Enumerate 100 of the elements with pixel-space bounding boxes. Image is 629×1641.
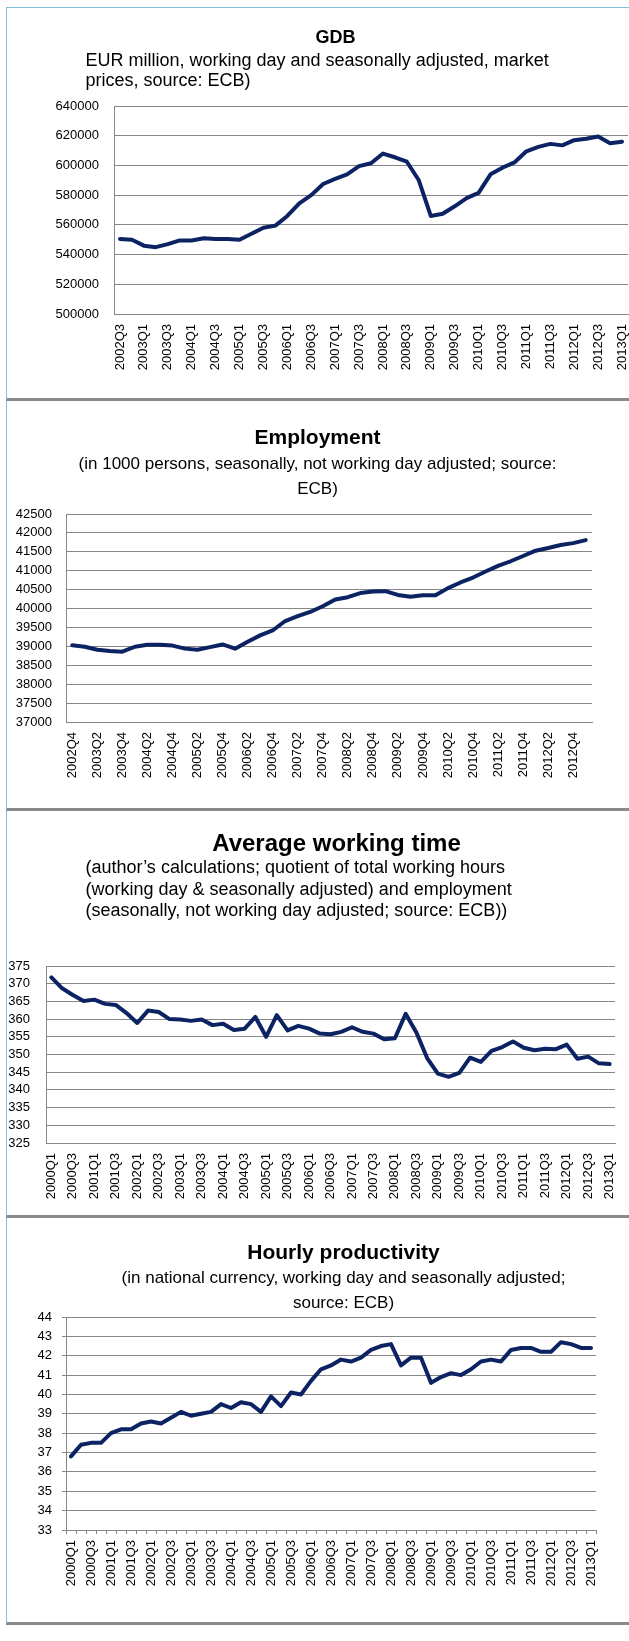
x-tick-label: 2006Q2 [238,732,254,779]
x-tick-label: 2001Q1 [102,1540,118,1587]
x-tick-label: 2012Q2 [539,732,555,779]
y-tick-label: 40000 [15,600,52,616]
x-tick-label: 2012Q3 [589,323,605,370]
x-tick-label: 2002Q1 [142,1540,158,1587]
x-tick-label: 2004Q1 [214,1153,230,1200]
y-tick-label: 325 [7,1134,30,1150]
x-tick-label: 2009Q1 [428,1153,444,1200]
y-tick-label: 44 [37,1308,52,1324]
y-tick-label: 40 [37,1386,52,1402]
x-tick-label: 2004Q3 [235,1153,251,1200]
x-tick-label: 2011Q1 [502,1540,518,1586]
x-tick-label: 2007Q3 [364,1153,380,1200]
x-tick-label: 2005Q1 [257,1153,273,1200]
y-tick-label: 335 [7,1099,30,1115]
y-tick-label: 42000 [15,524,52,540]
y-tick-label: 35 [37,1482,52,1498]
x-tick-label: 2006Q1 [302,1540,318,1587]
y-tick-label: 520000 [55,275,99,291]
x-tick-label: 2002Q3 [162,1540,178,1587]
y-tick-label: 38 [37,1424,52,1440]
y-tick-label: 42500 [15,505,52,521]
x-tick-label: 2013Q1 [600,1153,616,1200]
y-tick-label: 41500 [15,543,52,559]
x-tick-label: 2009Q3 [442,1540,458,1587]
y-tick-label: 600000 [55,156,99,172]
y-tick-label: 355 [7,1028,30,1044]
x-tick-label: 2008Q3 [397,323,413,370]
x-tick-label: 2009Q2 [388,732,404,779]
x-tick-label: 2010Q1 [469,323,485,370]
x-tick-label: 2006Q4 [263,732,279,779]
y-tick-label: 345 [7,1063,30,1079]
x-tick-label: 2010Q1 [471,1153,487,1200]
x-tick-label: 2010Q4 [464,732,480,779]
chart-title: Employment [254,425,381,449]
y-tick-label: 620000 [55,126,99,142]
x-tick-label: 2007Q4 [313,732,329,779]
y-tick-label: 580000 [55,186,99,202]
x-tick-label: 2005Q2 [188,732,204,779]
y-tick-label: 500000 [55,305,99,321]
x-tick-label: 2004Q4 [163,732,179,779]
x-tick-label: 2003Q1 [171,1153,187,1200]
chart-subtitle: EUR million, working day and seasonally adjusted, market prices, source: ECB) [85,49,550,90]
y-tick-label: 33 [37,1521,52,1537]
x-tick-label: 2008Q1 [385,1153,401,1200]
x-tick-label: 2008Q4 [363,732,379,779]
y-tick-label: 39 [37,1405,52,1421]
x-tick-label: 2000Q3 [82,1540,98,1587]
y-tick-label: 39000 [15,637,52,653]
x-tick-label: 2011Q2 [489,732,505,778]
x-tick-label: 2005Q3 [254,323,270,370]
x-tick-label: 2011Q1 [517,323,533,369]
y-tick-label: 560000 [55,215,99,231]
y-tick-label: 38500 [15,656,52,672]
chart-subtitle: (author’s calculations; quotient of total working hours (working day & seasonally adjusted) and employment (seasonally, not working day adjusted; source: ECB)) [85,857,513,922]
x-tick-label: 2004Q3 [206,323,222,370]
x-tick-label: 2008Q1 [374,323,390,370]
x-tick-label: 2002Q1 [128,1153,144,1200]
x-tick-label: 2011Q4 [514,732,530,778]
x-tick-label: 2011Q3 [536,1153,552,1199]
x-tick-label: 2011Q3 [541,323,557,369]
chart-title: Average working time [212,829,461,857]
chart-title: Hourly productivity [247,1240,440,1264]
y-tick-label: 43 [37,1327,52,1343]
x-tick-label: 2009Q1 [421,323,437,370]
x-tick-label: 2009Q3 [450,1153,466,1200]
x-tick-label: 2008Q3 [402,1540,418,1587]
chart-subtitle: (in 1000 persons, seasonally, not working day adjusted; source: ECB) [77,453,558,500]
x-tick-label: 2002Q3 [149,1153,165,1200]
x-tick-label: 2005Q1 [230,323,246,370]
x-tick-label: 2003Q3 [192,1153,208,1200]
x-tick-label: 2002Q4 [63,732,79,779]
x-tick-label: 2007Q3 [350,323,366,370]
x-tick-label: 2011Q3 [522,1540,538,1586]
x-tick-label: 2013Q1 [582,1540,598,1587]
x-tick-label: 2007Q3 [362,1540,378,1587]
x-tick-label: 2006Q1 [278,323,294,370]
y-tick-label: 37000 [15,713,52,729]
y-tick-label: 36 [37,1463,52,1479]
x-tick-label: 2000Q1 [62,1540,78,1587]
x-tick-label: 2004Q1 [222,1540,238,1587]
x-tick-label: 2003Q1 [134,323,150,370]
y-tick-label: 540000 [55,245,99,261]
y-tick-label: 38000 [15,675,52,691]
x-tick-label: 2012Q1 [557,1153,573,1200]
x-tick-label: 2007Q2 [288,732,304,779]
x-tick-label: 2004Q1 [182,323,198,370]
y-tick-label: 41 [37,1366,52,1382]
y-tick-label: 360 [7,1010,30,1026]
x-tick-label: 2010Q2 [439,732,455,779]
chart-title: GDB [315,25,356,48]
x-tick-label: 2006Q3 [302,323,318,370]
x-tick-label: 2009Q4 [414,732,430,779]
x-tick-label: 2006Q3 [321,1153,337,1200]
x-tick-label: 2005Q3 [282,1540,298,1587]
y-tick-label: 37500 [15,694,52,710]
y-tick-label: 39500 [15,619,52,635]
y-tick-label: 330 [7,1116,30,1132]
x-tick-label: 2005Q4 [213,732,229,779]
